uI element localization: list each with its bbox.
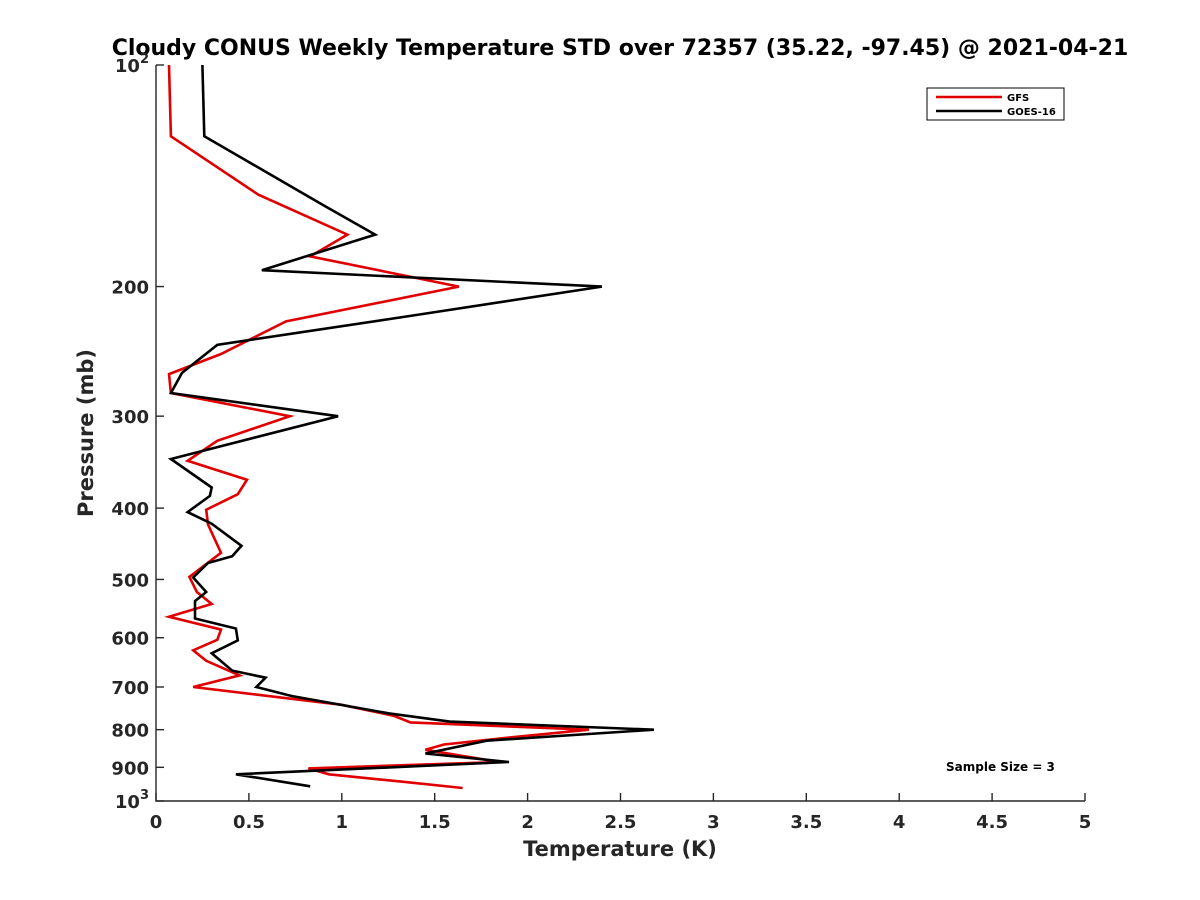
y-tick-label: 700 (111, 678, 149, 699)
y-tick-exponent: 3 (140, 788, 149, 803)
x-axis: 0 0.5 1 1.5 2 2.5 3 3.5 4 4.5 5 (150, 793, 1092, 833)
plot-area: 0 0.5 1 1.5 2 2.5 3 3.5 4 4.5 5 102200300400500600… (111, 52, 1091, 833)
y-tick-label: 800 (111, 721, 149, 742)
x-tick-label: 2 (521, 812, 534, 833)
series-line-gfs (164, 64, 590, 790)
legend-label-gfs: GFS (1007, 93, 1029, 104)
y-tick-base: 10 (115, 56, 140, 77)
y-tick-label: 500 (111, 570, 149, 591)
series-line-goes-16 (167, 64, 654, 788)
x-axis-label: Temperature (K) (523, 837, 717, 861)
y-tick-label: 300 (111, 407, 149, 428)
plot-axes (155, 65, 1085, 802)
legend-box (926, 87, 1065, 121)
x-tick-label: 5 (1079, 812, 1092, 833)
legend: GFS GOES-16 (926, 87, 1065, 121)
chart-title: Cloudy CONUS Weekly Temperature STD over… (112, 36, 1129, 61)
sample-size-annotation: Sample Size = 3 (946, 760, 1055, 774)
y-tick-label: 400 (111, 499, 149, 520)
x-tick-label: 3 (707, 812, 720, 833)
x-tick-label: 4.5 (976, 812, 1008, 833)
x-tick-label: 0 (150, 812, 163, 833)
y-tick-label: 102 (115, 52, 149, 77)
legend-label-goes16: GOES-16 (1007, 107, 1056, 118)
y-tick-exponent: 2 (140, 52, 149, 67)
x-tick-label: 1 (336, 812, 349, 833)
y-tick-label: 200 (111, 278, 149, 299)
y-tick-base: 10 (115, 792, 140, 813)
y-tick-label: 900 (111, 758, 149, 779)
x-tick-label: 2.5 (605, 812, 637, 833)
series-layer (164, 64, 654, 790)
x-tick-label: 3.5 (790, 812, 822, 833)
y-tick-label: 600 (111, 629, 149, 650)
y-tick-label: 103 (115, 788, 149, 813)
x-tick-label: 1.5 (419, 812, 451, 833)
x-tick-label: 4 (893, 812, 906, 833)
x-tick-label: 0.5 (233, 812, 265, 833)
y-axis-label: Pressure (mb) (74, 349, 98, 517)
